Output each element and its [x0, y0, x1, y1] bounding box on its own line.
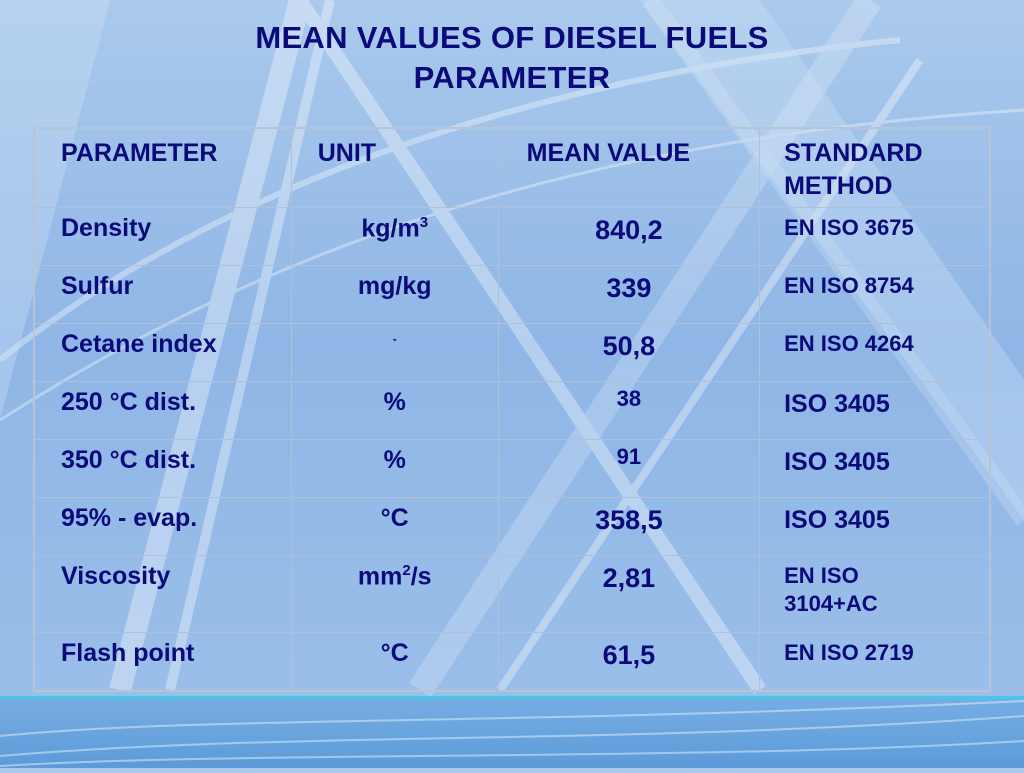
- mean-value-cell: 840,2: [497, 207, 761, 266]
- wave-decoration: [0, 700, 1024, 767]
- unit-cell: mm2/s: [290, 555, 499, 633]
- standard-cell: EN ISO 3104+AC: [759, 555, 991, 633]
- mean-value-cell: 339: [497, 265, 761, 324]
- table-row: Density kg/m3 840,2 EN ISO 3675: [33, 207, 991, 266]
- table-row: 95% - evap. °C 358,5 ISO 3405: [33, 497, 991, 556]
- table-row: Sulfur mg/kg 339 EN ISO 8754: [33, 265, 991, 324]
- parameter-cell: Cetane index: [33, 323, 292, 382]
- diesel-parameters-table: PARAMETER UNIT MEAN VALUE STANDARD METHO…: [33, 127, 991, 692]
- header-parameter: PARAMETER: [33, 127, 292, 208]
- standard-cell: ISO 3405: [759, 439, 991, 498]
- bottom-band: [0, 696, 1024, 768]
- mean-value-cell: 38: [497, 381, 761, 440]
- unit-cell: mg/kg: [290, 265, 499, 324]
- mean-value-cell: 358,5: [497, 497, 761, 556]
- page-title: MEAN VALUES OF DIESEL FUELS PARAMETER: [0, 18, 1024, 98]
- title-line-1: MEAN VALUES OF DIESEL FUELS: [255, 20, 769, 55]
- parameter-cell: 95% - evap.: [33, 497, 292, 556]
- unit-cell: °C: [290, 497, 499, 556]
- mean-value-cell: 2,81: [497, 555, 761, 633]
- title-line-2: PARAMETER: [413, 60, 611, 95]
- parameter-cell: Flash point: [33, 632, 292, 692]
- standard-cell: EN ISO 4264: [759, 323, 991, 382]
- header-mean-value: MEAN VALUE: [497, 127, 761, 208]
- mean-value-cell: 50,8: [497, 323, 761, 382]
- parameter-cell: 350 °C dist.: [33, 439, 292, 498]
- parameter-cell: Viscosity: [33, 555, 292, 633]
- standard-cell: EN ISO 8754: [759, 265, 991, 324]
- unit-cell: %: [290, 381, 499, 440]
- parameter-cell: Density: [33, 207, 292, 266]
- mean-value-cell: 61,5: [497, 632, 761, 692]
- standard-cell: ISO 3405: [759, 497, 991, 556]
- table-row: Cetane index - 50,8 EN ISO 4264: [33, 323, 991, 382]
- mean-value-cell: 91: [497, 439, 761, 498]
- table-row: Viscosity mm2/s 2,81 EN ISO 3104+AC: [33, 555, 991, 633]
- band-divider: [0, 696, 1024, 699]
- unit-cell: -: [290, 323, 499, 382]
- parameter-cell: 250 °C dist.: [33, 381, 292, 440]
- standard-cell: ISO 3405: [759, 381, 991, 440]
- table-row: 250 °C dist. % 38 ISO 3405: [33, 381, 991, 440]
- header-standard-method: STANDARD METHOD: [759, 127, 991, 208]
- unit-cell: %: [290, 439, 499, 498]
- standard-cell: EN ISO 3675: [759, 207, 991, 266]
- table-row: Flash point °C 61,5 EN ISO 2719: [33, 632, 991, 692]
- standard-cell: EN ISO 2719: [759, 632, 991, 692]
- header-unit: UNIT: [290, 127, 499, 208]
- parameter-cell: Sulfur: [33, 265, 292, 324]
- header-row: PARAMETER UNIT MEAN VALUE STANDARD METHO…: [33, 127, 991, 208]
- table-row: 350 °C dist. % 91 ISO 3405: [33, 439, 991, 498]
- unit-cell: °C: [290, 632, 499, 692]
- unit-cell: kg/m3: [290, 207, 499, 266]
